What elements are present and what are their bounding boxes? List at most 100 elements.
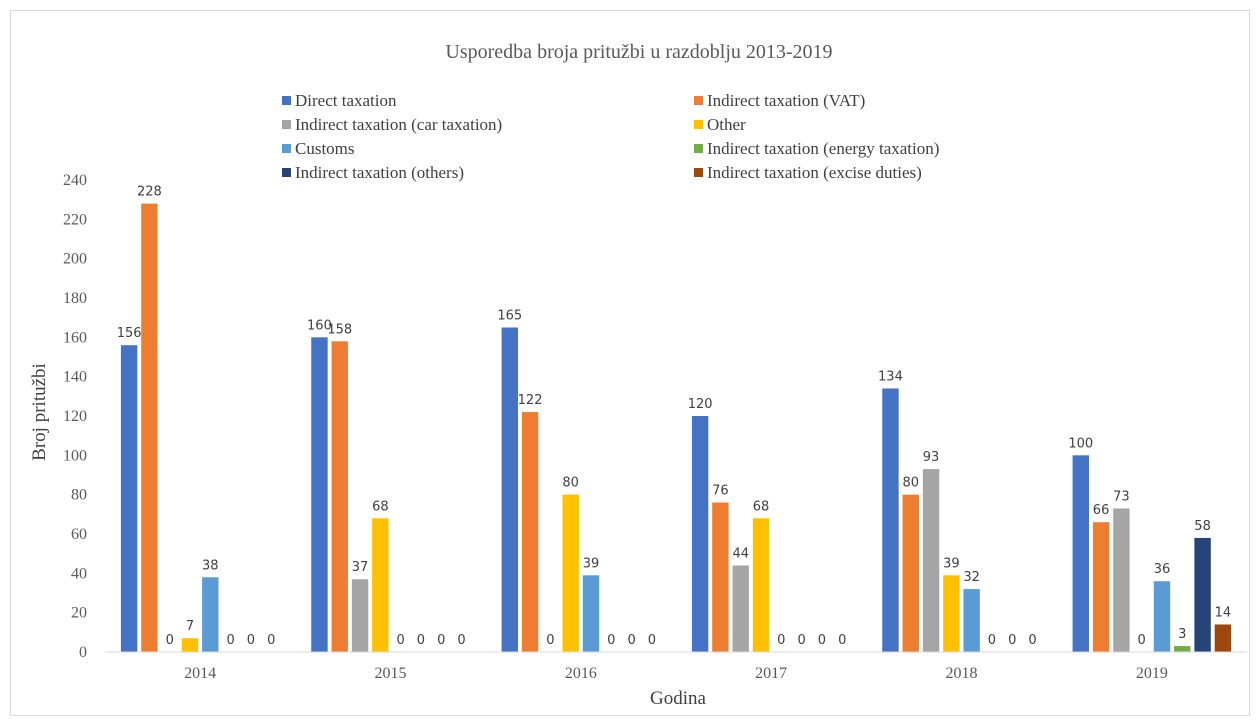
data-label: 68 xyxy=(753,499,770,514)
bar xyxy=(902,494,919,652)
legend-label: Direct taxation xyxy=(295,91,397,110)
data-label: 58 xyxy=(1194,519,1211,534)
y-tick-label: 0 xyxy=(79,644,87,661)
bar xyxy=(963,589,980,652)
x-axis-ticks: 2014 2015 2016 2017 2018 2019 xyxy=(184,665,1168,682)
data-label: 134 xyxy=(878,369,903,384)
bar xyxy=(712,502,729,652)
bar xyxy=(1113,508,1130,652)
data-label: 0 xyxy=(607,633,615,648)
legend-label: Indirect taxation (excise duties) xyxy=(707,163,922,182)
data-label: 156 xyxy=(117,326,142,341)
bar xyxy=(732,565,749,652)
y-tick-label: 80 xyxy=(71,487,87,504)
x-tick-label: 2016 xyxy=(565,665,597,682)
data-label: 39 xyxy=(943,556,960,571)
x-tick-label: 2015 xyxy=(375,665,407,682)
legend-swatch xyxy=(282,168,291,177)
y-tick-label: 180 xyxy=(63,290,87,307)
bar xyxy=(1072,455,1089,652)
bar xyxy=(1153,581,1171,652)
bar xyxy=(691,416,709,652)
legend-label: Other xyxy=(707,115,746,134)
data-label: 0 xyxy=(818,633,826,648)
y-tick-label: 140 xyxy=(63,369,87,386)
legend-swatch xyxy=(694,144,703,153)
bar xyxy=(372,518,389,652)
data-label: 0 xyxy=(546,633,554,648)
y-tick-label: 220 xyxy=(63,211,87,228)
data-label: 38 xyxy=(202,558,219,573)
bar xyxy=(752,518,770,652)
data-label: 0 xyxy=(267,633,275,648)
bar xyxy=(1194,537,1211,652)
bar xyxy=(141,203,158,652)
bar-chart: Usporedba broja pritužbi u razdoblju 201… xyxy=(29,41,1247,709)
data-label: 0 xyxy=(226,633,234,648)
data-label: 0 xyxy=(627,633,635,648)
bar xyxy=(922,469,940,652)
data-label: 37 xyxy=(352,560,369,575)
y-axis-ticks: 0 20 40 60 80 100 120 140 160 180 200 220 240 xyxy=(63,172,87,661)
legend-label: Indirect taxation (others) xyxy=(295,163,464,182)
legend-label: Indirect taxation (energy taxation) xyxy=(707,139,939,158)
data-label: 68 xyxy=(372,499,389,514)
x-tick-label: 2018 xyxy=(946,665,978,682)
x-tick-label: 2014 xyxy=(184,665,216,682)
legend-label: Customs xyxy=(295,139,355,158)
bar xyxy=(120,345,138,652)
data-label: 0 xyxy=(457,633,465,648)
bar xyxy=(943,575,960,652)
data-label: 0 xyxy=(166,633,174,648)
x-tick-label: 2017 xyxy=(755,665,787,682)
data-label: 0 xyxy=(838,633,846,648)
y-axis-title: Broj pritužbi xyxy=(29,363,50,461)
y-tick-label: 100 xyxy=(63,447,87,464)
y-tick-label: 60 xyxy=(71,526,87,543)
bar xyxy=(1092,522,1110,652)
data-label: 39 xyxy=(583,556,600,571)
data-label: 36 xyxy=(1154,562,1171,577)
legend-swatch xyxy=(282,120,291,129)
bar xyxy=(351,579,369,652)
data-label: 0 xyxy=(417,633,425,648)
bar xyxy=(181,638,199,652)
data-label: 0 xyxy=(988,633,996,648)
y-tick-label: 240 xyxy=(63,172,87,189)
bar xyxy=(562,494,579,652)
bar xyxy=(331,341,348,652)
data-label: 0 xyxy=(1028,633,1036,648)
data-label: 7 xyxy=(186,619,194,634)
y-tick-label: 200 xyxy=(63,251,87,268)
data-label: 165 xyxy=(497,309,522,324)
data-label: 32 xyxy=(963,570,980,585)
data-label: 158 xyxy=(327,322,352,337)
data-label: 0 xyxy=(437,633,445,648)
bar xyxy=(582,575,600,652)
data-label: 3 xyxy=(1178,627,1186,642)
data-label: 0 xyxy=(777,633,785,648)
legend-swatch xyxy=(282,144,291,153)
data-label: 100 xyxy=(1068,436,1093,451)
bar xyxy=(1214,624,1232,652)
data-label: 160 xyxy=(307,318,332,333)
legend-label: Indirect taxation (car taxation) xyxy=(295,115,502,134)
bar xyxy=(501,327,518,652)
legend-swatch xyxy=(694,120,703,129)
data-label: 76 xyxy=(712,484,729,499)
data-label: 0 xyxy=(397,633,405,648)
data-label: 120 xyxy=(688,397,713,412)
legend-label: Indirect taxation (VAT) xyxy=(707,91,865,110)
data-label: 66 xyxy=(1093,503,1110,518)
bar xyxy=(202,577,219,652)
data-label: 0 xyxy=(648,633,656,648)
legend-swatch xyxy=(282,96,291,105)
bar xyxy=(1174,646,1191,652)
y-tick-label: 40 xyxy=(71,565,87,582)
chart-title: Usporedba broja pritužbi u razdoblju 201… xyxy=(445,41,832,63)
y-tick-label: 120 xyxy=(63,408,87,425)
y-tick-label: 160 xyxy=(63,329,87,346)
data-label: 0 xyxy=(1008,633,1016,648)
legend: Direct taxation Indirect taxation (VAT) In… xyxy=(282,91,939,182)
